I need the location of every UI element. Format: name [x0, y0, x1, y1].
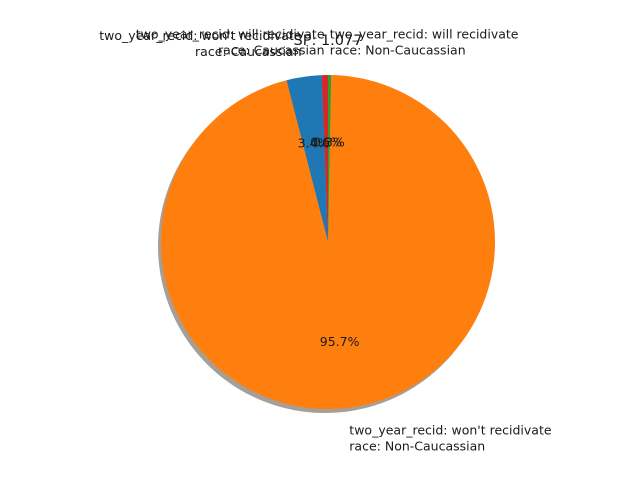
slice-labels: two_year_recid: will recidivate race: Cau…	[99, 26, 552, 453]
slice-label: two_year_recid: will recidivate race: Non…	[330, 26, 519, 57]
chart-title: SP: 1.077	[294, 33, 363, 49]
slice-percent-label: 3.4%	[298, 135, 330, 150]
pie-slice	[160, 75, 496, 410]
slice-percent-label: 0.6%	[310, 134, 342, 149]
slice-percent-label: 0.3%	[313, 134, 345, 149]
pie-slice	[328, 75, 332, 242]
slice-label: two_year_recid: will recidivate race: Cau…	[136, 26, 325, 57]
slice-label: two_year_recid: won't recidivate race: Ca…	[99, 28, 302, 59]
percent-labels: 0.6%3.4% 95.7% 0.3%	[298, 134, 360, 349]
slice-percent-label: 95.7%	[320, 334, 360, 349]
pie-slice	[286, 75, 328, 243]
slice-label: two_year_recid: won't recidivate race: No…	[349, 422, 552, 453]
pie-slices	[160, 75, 496, 410]
pie-slice	[321, 75, 328, 242]
